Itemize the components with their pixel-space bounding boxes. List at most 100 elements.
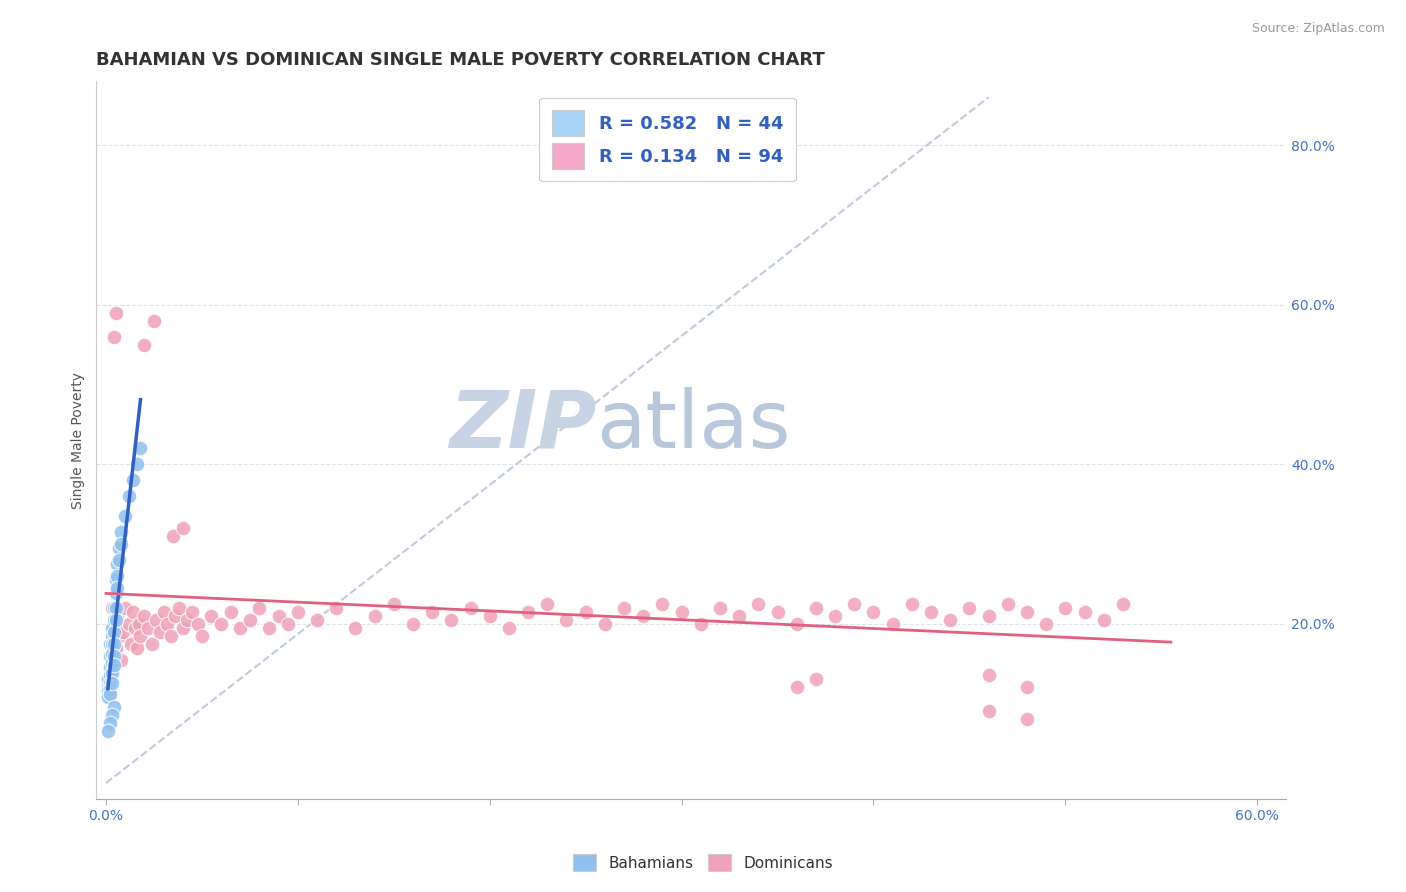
Point	[97, 724, 120, 739]
Point	[97, 673, 120, 687]
Point	[671, 605, 693, 619]
Point	[160, 629, 183, 643]
Point	[103, 621, 125, 635]
Point	[98, 636, 121, 650]
Point	[128, 616, 150, 631]
Point	[257, 621, 280, 635]
Point	[103, 648, 125, 663]
Point	[219, 605, 242, 619]
Point	[107, 557, 129, 571]
Point	[98, 636, 121, 650]
Point	[104, 600, 127, 615]
Point	[460, 600, 482, 615]
Point	[107, 581, 129, 595]
Point	[104, 305, 127, 319]
Point	[125, 457, 148, 471]
Point	[120, 636, 142, 650]
Point	[167, 600, 190, 615]
Point	[98, 681, 121, 696]
Point	[100, 647, 122, 661]
Point	[118, 616, 141, 631]
Point	[181, 605, 204, 619]
Point	[593, 616, 616, 631]
Point	[478, 608, 501, 623]
Point	[977, 704, 1000, 718]
Point	[162, 529, 184, 543]
Point	[98, 687, 121, 701]
Point	[118, 489, 141, 503]
Point	[114, 600, 136, 615]
Point	[103, 329, 125, 343]
Point	[100, 621, 122, 635]
Point	[786, 616, 808, 631]
Point	[104, 586, 127, 600]
Point	[103, 636, 125, 650]
Point	[98, 676, 121, 690]
Point	[110, 524, 132, 539]
Legend: R = 0.582   N = 44, R = 0.134   N = 94: R = 0.582 N = 44, R = 0.134 N = 94	[538, 97, 796, 181]
Text: ZIP: ZIP	[449, 387, 596, 465]
Text: Source: ZipAtlas.com: Source: ZipAtlas.com	[1251, 22, 1385, 36]
Point	[804, 600, 827, 615]
Point	[957, 600, 980, 615]
Point	[124, 621, 146, 635]
Point	[824, 608, 846, 623]
Point	[786, 681, 808, 695]
Point	[209, 616, 232, 631]
Point	[149, 624, 172, 639]
Point	[100, 657, 122, 671]
Point	[689, 616, 711, 631]
Point	[141, 636, 163, 650]
Text: atlas: atlas	[596, 387, 790, 465]
Point	[555, 613, 578, 627]
Point	[920, 605, 942, 619]
Point	[420, 605, 443, 619]
Point	[112, 624, 135, 639]
Point	[98, 716, 121, 731]
Point	[145, 613, 167, 627]
Point	[1015, 605, 1038, 619]
Point	[287, 605, 309, 619]
Point	[100, 676, 122, 690]
Point	[142, 313, 165, 327]
Point	[100, 629, 122, 643]
Point	[156, 616, 179, 631]
Point	[100, 666, 122, 681]
Point	[97, 690, 120, 704]
Point	[382, 597, 405, 611]
Point	[152, 605, 174, 619]
Point	[997, 597, 1019, 611]
Point	[191, 629, 214, 643]
Point	[363, 608, 385, 623]
Point	[200, 608, 222, 623]
Point	[229, 621, 252, 635]
Point	[100, 600, 122, 615]
Point	[575, 605, 598, 619]
Y-axis label: Single Male Poverty: Single Male Poverty	[72, 372, 86, 508]
Point	[107, 608, 129, 623]
Point	[249, 600, 271, 615]
Point	[104, 573, 127, 587]
Point	[110, 537, 132, 551]
Point	[728, 608, 751, 623]
Point	[103, 658, 125, 673]
Point	[121, 605, 143, 619]
Legend: Bahamians, Dominicans: Bahamians, Dominicans	[567, 848, 839, 877]
Point	[977, 668, 1000, 682]
Point	[1073, 605, 1095, 619]
Point	[267, 608, 290, 623]
Point	[107, 568, 129, 582]
Point	[1035, 616, 1057, 631]
Point	[129, 629, 152, 643]
Point	[103, 600, 125, 615]
Point	[97, 684, 120, 698]
Point	[277, 616, 299, 631]
Point	[108, 553, 131, 567]
Point	[104, 613, 127, 627]
Point	[977, 608, 1000, 623]
Point	[163, 608, 186, 623]
Point	[108, 541, 131, 555]
Point	[1054, 600, 1077, 615]
Point	[747, 597, 769, 611]
Point	[103, 624, 125, 639]
